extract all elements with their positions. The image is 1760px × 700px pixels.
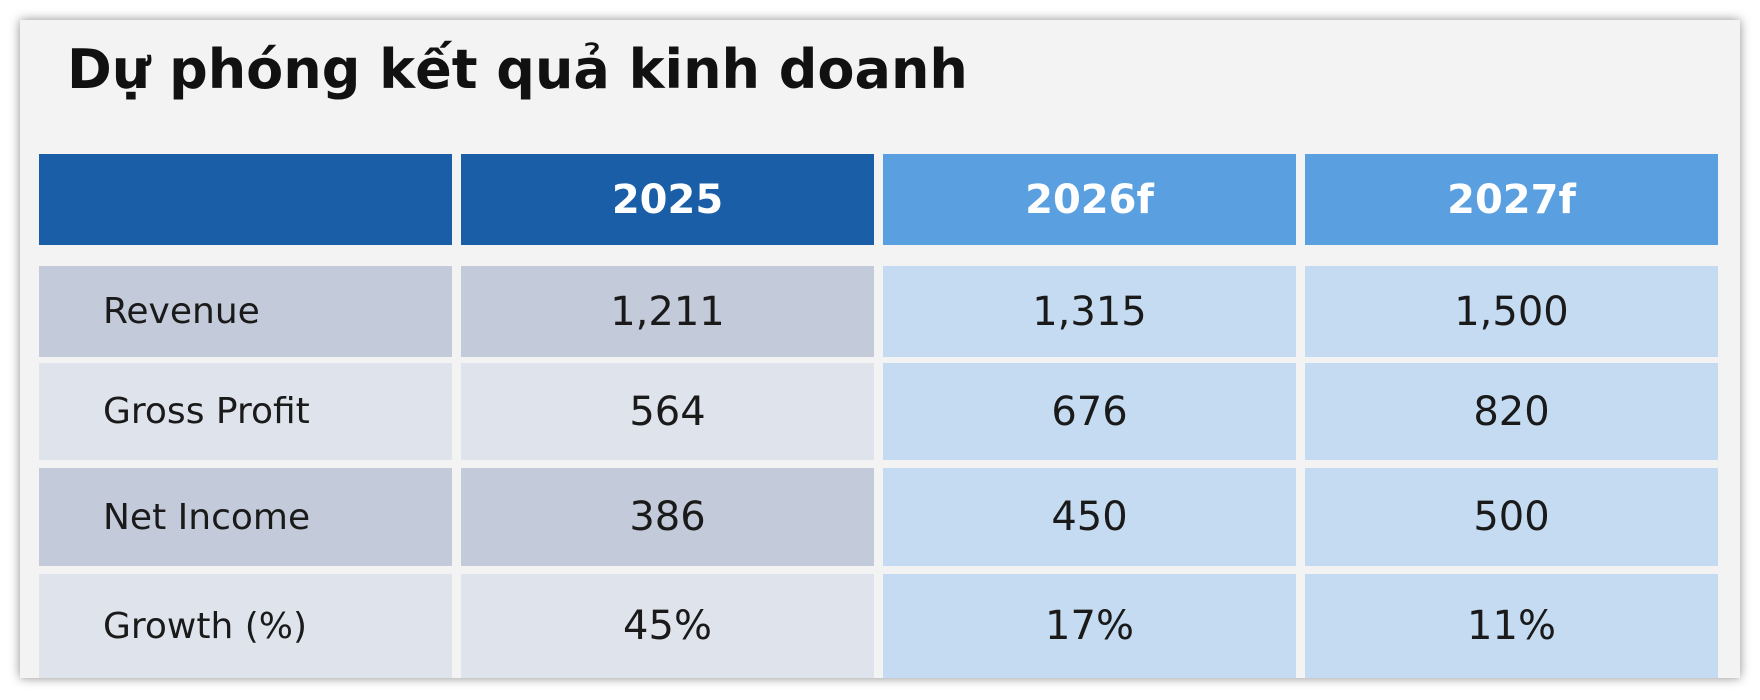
row-label: Gross Profit	[39, 363, 452, 460]
table-cell: 564	[461, 363, 874, 460]
title: Dự phóng kết quả kinh doanh	[67, 38, 968, 101]
header-corner	[39, 154, 452, 245]
table-cell: 820	[1305, 363, 1718, 460]
table-cell: 11%	[1305, 574, 1718, 678]
table-cell: 17%	[883, 574, 1296, 678]
column-header: 2026f	[883, 154, 1296, 245]
table-cell: 1,315	[883, 266, 1296, 357]
table-cell: 450	[883, 468, 1296, 566]
table-cell: 500	[1305, 468, 1718, 566]
row-label: Revenue	[39, 266, 452, 357]
table-cell: 1,211	[461, 266, 874, 357]
table-cell: 1,500	[1305, 266, 1718, 357]
column-header: 2025	[461, 154, 874, 245]
table-cell: 45%	[461, 574, 874, 678]
column-header: 2027f	[1305, 154, 1718, 245]
table-cell: 386	[461, 468, 874, 566]
row-label: Growth (%)	[39, 574, 452, 678]
card: Dự phóng kết quả kinh doanh 2025 2026f 202…	[20, 20, 1740, 678]
row-label: Net Income	[39, 468, 452, 566]
table-cell: 676	[883, 363, 1296, 460]
